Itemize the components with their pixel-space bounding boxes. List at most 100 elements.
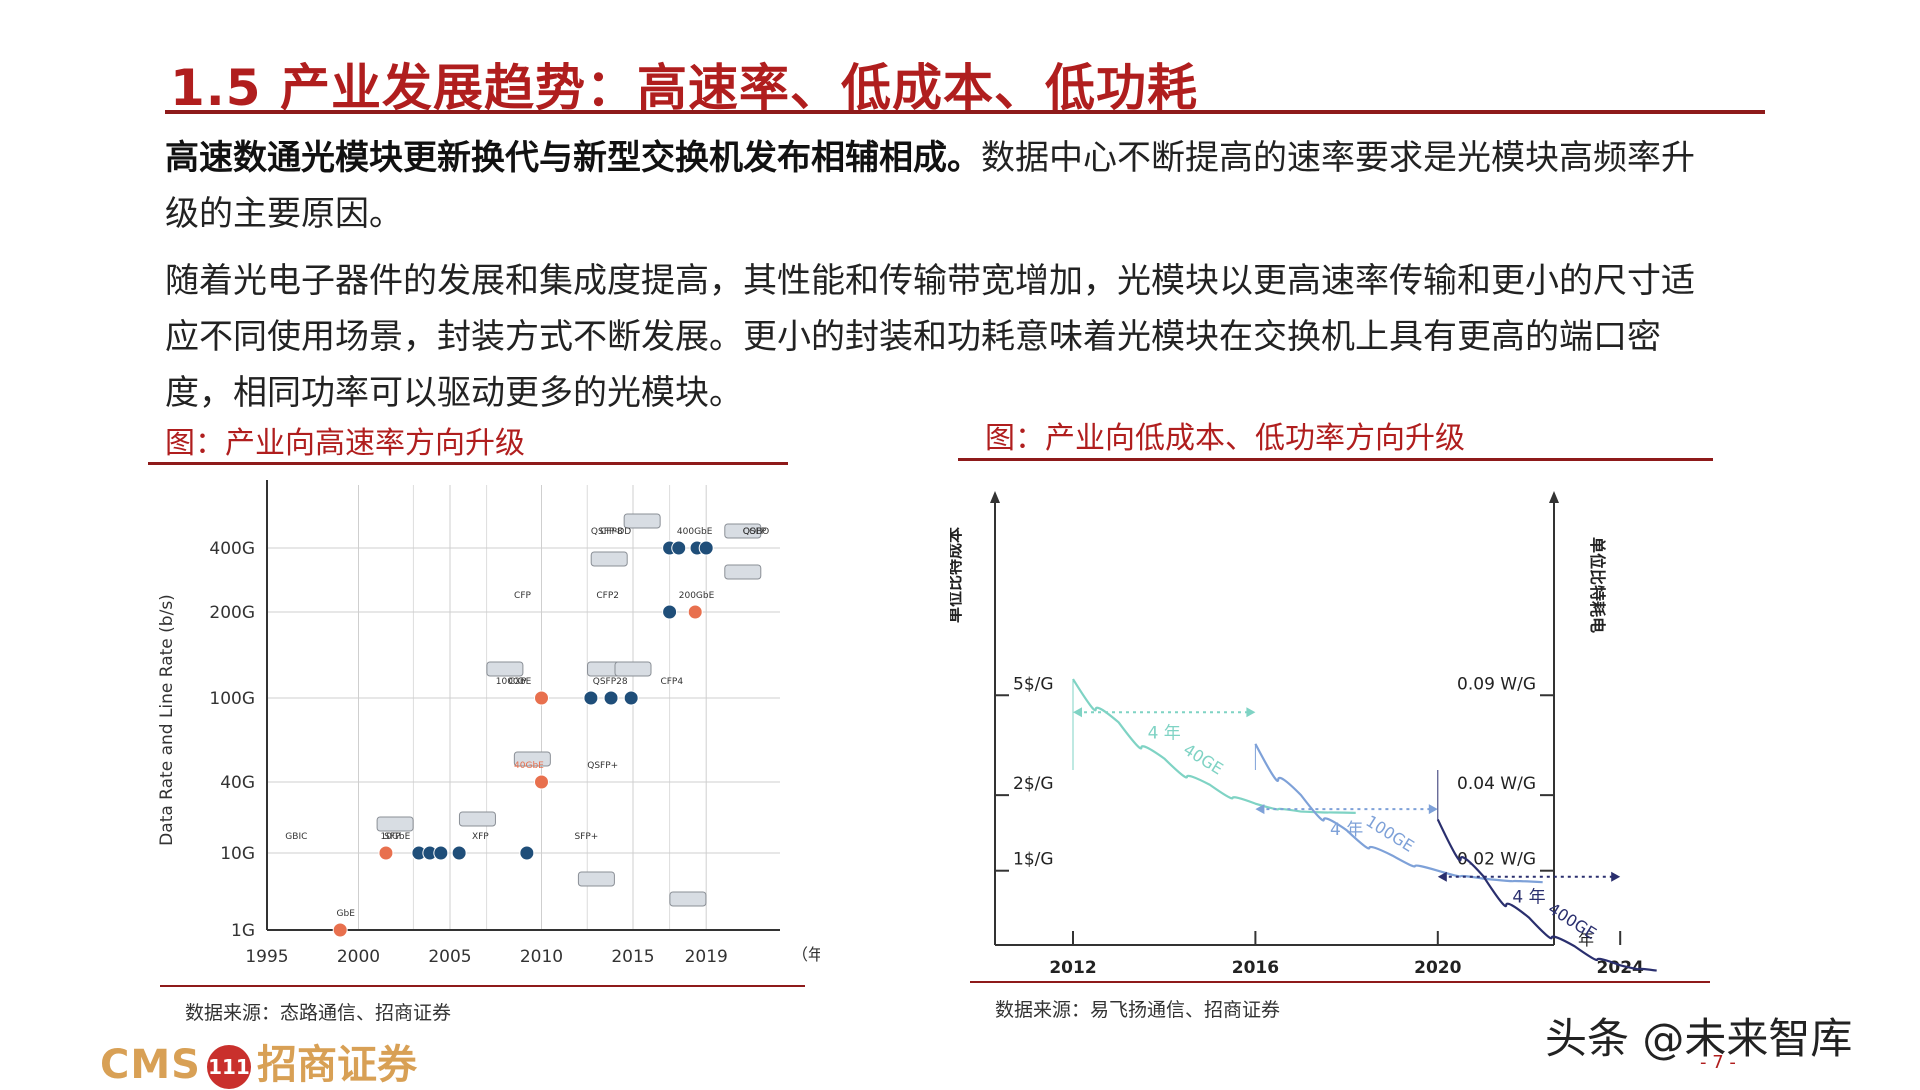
module-icon <box>590 551 628 567</box>
paragraph-1-rest: 数据中心不断提高的速率要求是光模块高频率升级的主要原因。 <box>165 138 1695 234</box>
data-point <box>687 604 703 620</box>
data-point <box>378 845 394 861</box>
y-tick-label: 400G <box>209 539 255 559</box>
y-axis-title: Data Rate and Line Rate (b/s) <box>157 594 177 846</box>
span-label: 4 年 <box>1512 888 1545 908</box>
annotation-label: 10GbE <box>380 832 410 842</box>
left-axis-title: 单位比特成本 <box>950 527 964 623</box>
cms-logo: CMS 111 招商证券 <box>100 1032 417 1090</box>
module-icon <box>577 871 615 887</box>
span-arrow-left <box>1073 707 1082 718</box>
annotation-label: CFP4 <box>660 677 683 687</box>
data-point <box>698 540 714 556</box>
module-icon <box>614 661 652 677</box>
span-arrow-left <box>1255 804 1265 815</box>
annotation-label: CFP <box>514 591 531 601</box>
annotation-label: SFP <box>384 832 401 842</box>
paragraph-2: 随着光电子器件的发展和集成度提高，其性能和传输带宽增加，光模块以更高速率传输和更… <box>165 261 1695 413</box>
module-icon <box>376 816 414 832</box>
figure-1-rule-bottom <box>160 985 805 987</box>
logo-cms-text: CMS <box>100 1042 201 1088</box>
data-point <box>671 540 687 556</box>
data-point <box>662 604 678 620</box>
data-point <box>519 845 535 861</box>
annotation-label: CFP8 <box>600 527 623 537</box>
paragraph-1-bold: 高速数通光模块更新换代与新型交换机发布相辅相成。 <box>165 138 981 178</box>
module-icon <box>623 513 661 529</box>
series-label: 40GE <box>1180 740 1226 779</box>
paragraph-1: 高速数通光模块更新换代与新型交换机发布相辅相成。数据中心不断提高的速率要求是光模… <box>165 130 1725 242</box>
left-tick-label: 5$/G <box>1013 674 1054 694</box>
annotation-label: SFP+ <box>574 832 598 842</box>
span-arrow-right <box>1246 707 1256 718</box>
data-point <box>433 845 449 861</box>
title-rule <box>165 110 1765 114</box>
data-point <box>603 690 619 706</box>
x-tick-label: 2005 <box>428 947 471 967</box>
data-point <box>332 922 348 938</box>
annotation-label: CFP2 <box>596 591 619 601</box>
figure-1-caption: 图：产业向高速率方向升级 <box>165 426 525 461</box>
series-label: 100GE <box>1362 811 1417 855</box>
watermark: 头条 @未来智库 <box>1545 1014 1853 1063</box>
figure-2-caption: 图：产业向低成本、低功率方向升级 <box>985 421 1465 456</box>
x-unit-label: （年） <box>792 945 820 964</box>
x-tick-label: 1995 <box>245 947 288 967</box>
data-point <box>451 845 467 861</box>
annotation-label: QSFP <box>743 527 767 537</box>
x-tick-label: 2016 <box>1232 958 1279 975</box>
logo-company-name: 招商证券 <box>256 1042 417 1088</box>
y-tick-label: 40G <box>220 773 255 793</box>
module-icon <box>669 891 707 907</box>
right-tick-label: 0.09 W/G <box>1457 674 1536 694</box>
annotation-label: QSFP+ <box>587 761 618 771</box>
annotation-label: 400GbE <box>677 527 713 537</box>
x-tick-label: 2020 <box>1414 958 1461 975</box>
x-tick-label: 2015 <box>611 947 654 967</box>
left-tick-label: 1$/G <box>1013 850 1054 870</box>
module-icon <box>513 751 551 767</box>
figure-1-rule <box>148 462 788 465</box>
page-number: - 7 - <box>1700 1052 1736 1073</box>
series-line-400GE <box>1436 818 1657 972</box>
right-axis-arrow <box>1549 491 1559 503</box>
right-axis-title: 单位比特耗电 <box>1588 537 1607 633</box>
annotation-label: QSFP-DD <box>591 527 631 537</box>
span-arrow-right <box>1428 804 1438 815</box>
annotation-label: 40GbE <box>514 761 544 771</box>
figure-2-source: 数据来源：易飞扬通信、招商证券 <box>995 999 1281 1021</box>
page-title: 1.5 产业发展趋势：高速率、低成本、低功耗 <box>170 59 1198 117</box>
annotation-label: XFP <box>472 832 489 842</box>
module-icon <box>724 523 762 539</box>
x-tick-label: 2010 <box>520 947 563 967</box>
series-line-40GE <box>1072 678 1356 814</box>
right-tick-label: 0.04 W/G <box>1457 774 1536 794</box>
span-arrow-left <box>1437 871 1447 882</box>
data-point <box>534 690 549 706</box>
y-tick-label: 10G <box>220 844 255 864</box>
annotation-label: GBIC <box>285 832 307 842</box>
data-point <box>534 774 549 790</box>
y-tick-label: 100G <box>209 689 255 709</box>
annotation-label: QSFP28 <box>593 677 628 687</box>
logo-badge-icon: 111 <box>206 1045 251 1089</box>
data-point <box>583 690 599 706</box>
figure-1-source: 数据来源：态路通信、招商证券 <box>185 1002 452 1024</box>
span-label: 4 年 <box>1330 820 1363 840</box>
annotation-label: 200GbE <box>679 591 715 601</box>
data-point <box>623 690 639 706</box>
x-tick-label: 2019 <box>685 947 728 967</box>
span-arrow-right <box>1611 871 1621 882</box>
annotation-label: CXP <box>509 677 527 687</box>
annotation-label: 100GbE <box>496 677 532 687</box>
figure-2-rule-bottom <box>970 981 1710 983</box>
module-icon <box>458 811 496 827</box>
right-tick-label: 0.02 W/G <box>1457 850 1536 870</box>
figure-2-rule <box>958 458 1713 461</box>
left-axis-arrow <box>990 491 1000 503</box>
module-icon <box>724 564 762 580</box>
x-tick-label: 2000 <box>337 947 380 967</box>
span-label: 4 年 <box>1148 723 1181 743</box>
series-line-100GE <box>1254 743 1543 884</box>
